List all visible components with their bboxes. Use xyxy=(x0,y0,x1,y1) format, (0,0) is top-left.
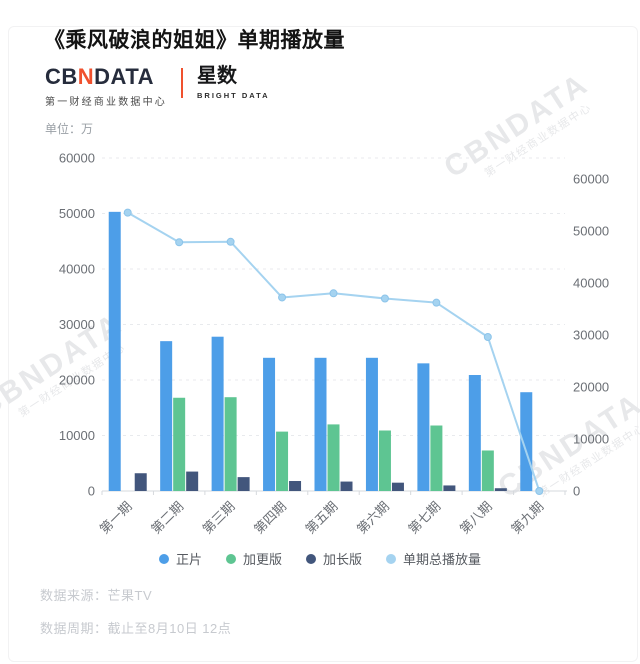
right-axis-tick-label: 50000 xyxy=(573,223,609,238)
x-axis-category-label: 第三期 xyxy=(200,499,238,537)
bar xyxy=(378,430,391,491)
left-axis-tick-label: 30000 xyxy=(59,317,95,332)
bar xyxy=(417,363,430,491)
cbndata-wordmark: CBNDATA xyxy=(45,66,167,88)
bar xyxy=(340,481,353,491)
bar xyxy=(289,481,302,491)
x-axis-category-label: 第七期 xyxy=(405,499,443,537)
bar xyxy=(173,397,186,491)
bar xyxy=(391,482,404,491)
bar xyxy=(365,357,378,491)
bars-加长版 xyxy=(134,471,507,491)
bar xyxy=(263,357,276,491)
x-axis-category-label: 第八期 xyxy=(457,499,495,537)
legend-dot-icon xyxy=(158,553,169,564)
line-markers xyxy=(123,208,544,495)
unit-label: 单位：万 xyxy=(45,122,94,136)
bar xyxy=(314,357,327,491)
bars-加更版 xyxy=(173,397,494,491)
x-axis-category-label: 第五期 xyxy=(302,499,340,537)
legend-label: 单期总播放量 xyxy=(403,552,482,567)
cbndata-logo: CBNDATA 第一财经商业数据中心 xyxy=(45,66,167,109)
data-source-note: 数据来源：芒果TV xyxy=(40,588,153,603)
bar xyxy=(468,375,481,491)
line-point xyxy=(535,487,544,495)
line-point xyxy=(278,293,287,302)
legend-item-加更版[interactable]: 加更版 xyxy=(225,549,282,568)
playback-volume-chart: 0 10000 20000 30000 40000 50000 60000 0 10000 200… xyxy=(0,136,640,546)
line-point xyxy=(226,237,235,246)
left-axis-tick-label: 20000 xyxy=(59,373,95,388)
bar xyxy=(327,424,340,491)
right-axis-tick-label: 10000 xyxy=(573,431,609,446)
left-axis-tick-label: 0 xyxy=(88,484,95,499)
right-axis-tick-label: 0 xyxy=(573,484,580,499)
bar xyxy=(520,392,533,491)
x-axis-category-label: 第一期 xyxy=(97,499,135,537)
bar xyxy=(443,485,456,491)
left-axis-tick-label: 50000 xyxy=(59,206,95,221)
bars-正片 xyxy=(108,211,533,491)
bar xyxy=(108,211,121,491)
x-axis-category-label: 第九期 xyxy=(508,499,546,537)
cbndata-data: DATA xyxy=(94,64,155,89)
right-axis-tick-label: 40000 xyxy=(573,275,609,290)
xingshu-subtitle: BRIGHT DATA xyxy=(197,91,270,100)
xingshu-wordmark: 星数 xyxy=(197,65,237,87)
x-axis-category-label: 第二期 xyxy=(148,499,186,537)
left-axis-tick-label: 60000 xyxy=(59,151,95,166)
cbndata-n-accent: N xyxy=(77,64,95,89)
legend-dot-icon xyxy=(306,553,316,564)
cbndata-cb: CB xyxy=(45,64,78,89)
bar xyxy=(211,336,224,491)
bar xyxy=(237,477,250,491)
left-axis-tick-label: 40000 xyxy=(59,262,95,277)
data-period-note: 数据周期：截止至8月10日 12点 xyxy=(40,621,232,636)
legend-item-正片[interactable]: 正片 xyxy=(158,549,202,568)
brand-logos: CBNDATA 第一财经商业数据中心 星数 BRIGHT DATA xyxy=(45,66,270,109)
legend-label: 加长版 xyxy=(323,552,363,567)
line-point xyxy=(329,289,338,298)
right-axis-tick-label: 20000 xyxy=(573,379,609,394)
x-axis-category-label: 第六期 xyxy=(354,499,392,537)
legend-dot-icon xyxy=(225,553,236,564)
x-axis xyxy=(101,490,567,495)
right-axis-tick-label: 30000 xyxy=(573,327,609,342)
bar xyxy=(134,473,147,491)
cbndata-subtitle: 第一财经商业数据中心 xyxy=(45,97,167,108)
chart-canvas: 0 10000 20000 30000 40000 50000 60000 0 10000 200… xyxy=(59,151,609,537)
bar xyxy=(186,471,199,491)
right-axis-tick-label: 60000 xyxy=(573,171,609,186)
left-axis-tick-label: 10000 xyxy=(59,428,95,443)
line-point xyxy=(380,294,389,303)
line-point xyxy=(483,332,492,341)
bar xyxy=(430,425,443,491)
legend-label: 加更版 xyxy=(242,552,282,567)
xingshu-logo: 星数 BRIGHT DATA xyxy=(197,66,270,100)
line-point xyxy=(123,208,132,217)
legend-item-加长版[interactable]: 加长版 xyxy=(306,549,362,568)
legend-item-单期总播放量[interactable]: 单期总播放量 xyxy=(386,549,481,568)
page-title: 《乘风破浪的姐姐》单期播放量 xyxy=(44,29,345,52)
line-point xyxy=(175,238,184,247)
bar xyxy=(160,341,173,491)
bar xyxy=(481,450,494,491)
line-point xyxy=(432,298,441,307)
chart-legend: 正片 加更版 加长版 单期总播放量 xyxy=(0,549,640,568)
bar xyxy=(276,431,289,491)
bar xyxy=(494,488,507,491)
legend-label: 正片 xyxy=(175,552,202,567)
left-axis-labels: 0 10000 20000 30000 40000 50000 60000 xyxy=(59,151,95,499)
x-axis-category-labels: 第一期 第二期 第三期 第四期 第五期 第六期 第七期 第八期 第九期 xyxy=(97,499,547,537)
legend-dot-icon xyxy=(386,553,397,564)
x-axis-category-label: 第四期 xyxy=(251,499,289,537)
right-axis-labels: 0 10000 20000 30000 40000 50000 60000 xyxy=(573,171,609,498)
bar xyxy=(224,397,237,491)
grid-lines xyxy=(102,157,565,436)
logo-divider xyxy=(181,68,183,98)
